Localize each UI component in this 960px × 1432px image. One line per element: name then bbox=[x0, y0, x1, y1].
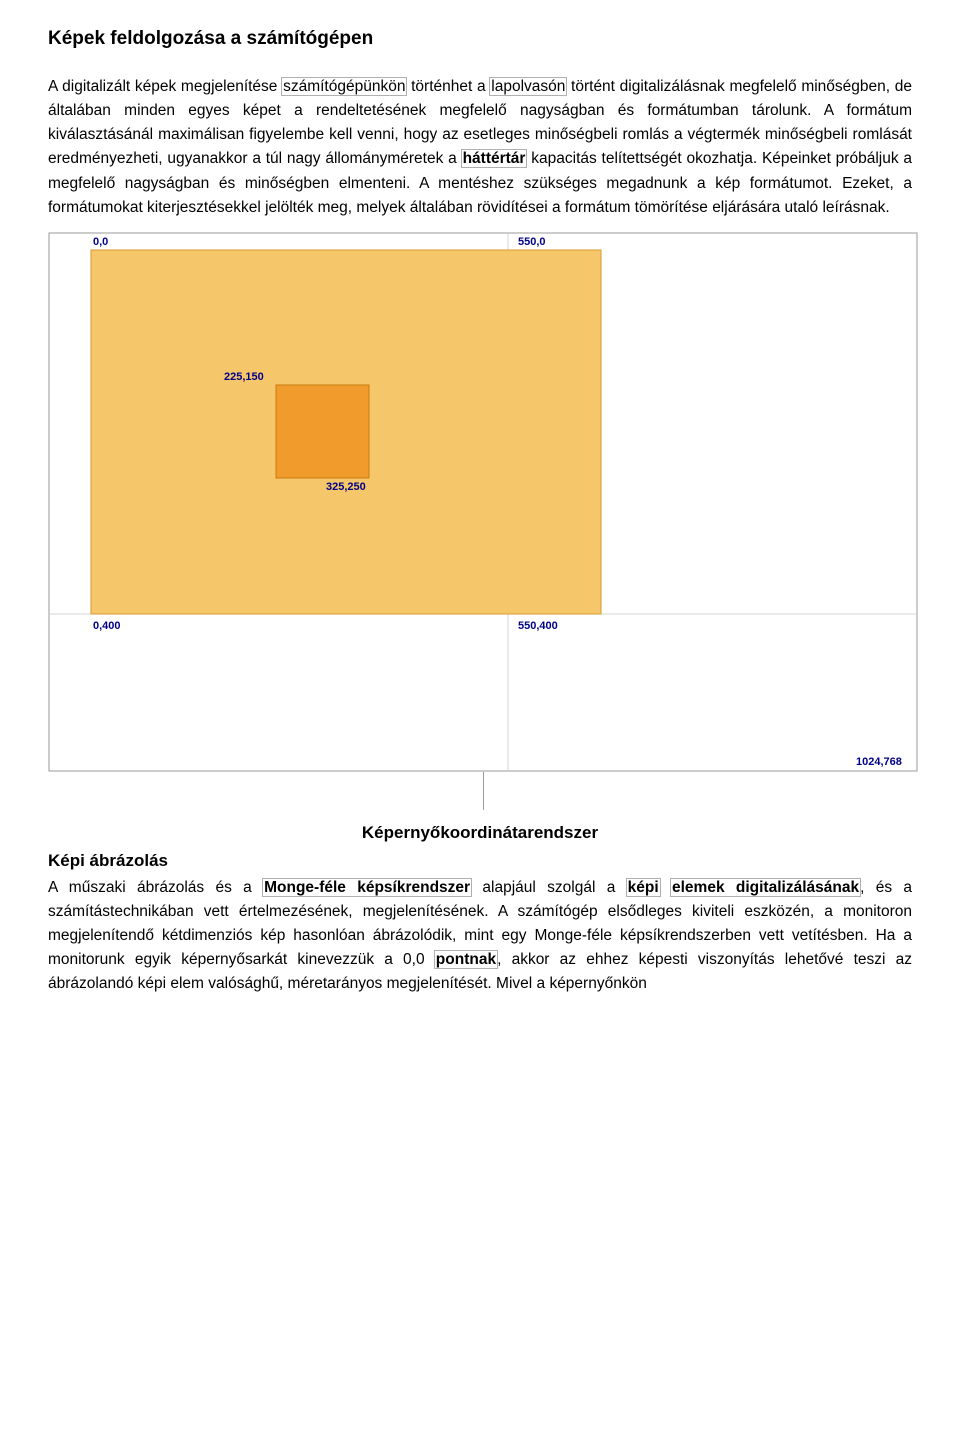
label-225-150: 225,150 bbox=[224, 371, 264, 383]
subheading: Képi ábrázolás bbox=[48, 848, 912, 874]
p1-highlight-1: számítógépünkön bbox=[282, 78, 406, 95]
label-550-0: 550,0 bbox=[518, 236, 546, 248]
p2-highlight-2: képi bbox=[627, 879, 660, 896]
p2-t2: alapjául szolgál a bbox=[471, 879, 627, 896]
figure-caption: Képernyőkoordinátarendszer bbox=[48, 820, 912, 846]
label-1024-768: 1024,768 bbox=[856, 756, 902, 768]
label-0-0: 0,0 bbox=[93, 236, 108, 248]
diagram-svg: 0,0 550,0 225,150 325,250 0,400 550,400 … bbox=[48, 232, 918, 772]
p2-highlight-4: pontnak bbox=[435, 951, 497, 968]
p2-highlight-1: Monge-féle képsíkrendszer bbox=[263, 879, 471, 896]
label-550-400: 550,400 bbox=[518, 620, 558, 632]
p1-bold-1: háttértár bbox=[462, 150, 527, 167]
p2-t1: A műszaki ábrázolás és a bbox=[48, 879, 263, 896]
paragraph-2: A műszaki ábrázolás és a Monge-féle képs… bbox=[48, 876, 912, 996]
paragraph-1: A digitalizált képek megjelenítése számí… bbox=[48, 75, 912, 219]
p1-t2: történhet a bbox=[406, 78, 490, 95]
label-325-250: 325,250 bbox=[326, 481, 366, 493]
caption-connector bbox=[483, 772, 484, 810]
page-title: Képek feldolgozása a számítógépen bbox=[48, 24, 912, 53]
p2-highlight-3: elemek digitalizálásának bbox=[671, 879, 860, 896]
p1-t1: A digitalizált képek megjelenítése bbox=[48, 78, 282, 95]
label-0-400: 0,400 bbox=[93, 620, 121, 632]
diagram-small-rect bbox=[276, 385, 369, 478]
coordinate-diagram: 0,0 550,0 225,150 325,250 0,400 550,400 … bbox=[48, 232, 918, 810]
p1-highlight-2: lapolvasón bbox=[490, 78, 566, 95]
